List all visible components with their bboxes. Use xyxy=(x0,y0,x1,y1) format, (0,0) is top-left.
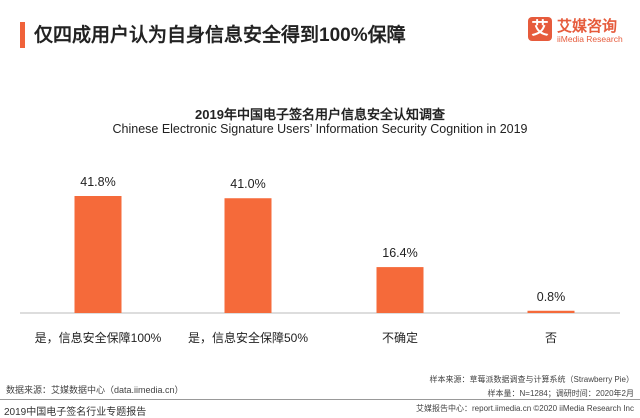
bar xyxy=(527,310,575,313)
chart-subtitle: Chinese Electronic Signature Users’ Info… xyxy=(112,122,528,136)
report-title: 2019中国电子签名行业专题报告 xyxy=(4,407,147,418)
copyright: 艾媒报告中心：report.iimedia.cn ©2020 iiMedia R… xyxy=(416,404,634,413)
bar xyxy=(376,267,424,313)
data-source: 数据来源：艾媒数据中心（data.iimedia.cn） xyxy=(6,385,184,395)
category-label: 否 xyxy=(545,331,557,345)
page-title: 仅四成用户认为自身信息安全得到100%保障 xyxy=(34,25,406,46)
chart-title: 2019年中国电子签名用户信息安全认知调查 xyxy=(195,107,445,122)
footer-divider xyxy=(0,399,640,400)
bar xyxy=(224,198,272,313)
logo-subtext: iiMedia Research xyxy=(557,34,623,44)
data-label: 16.4% xyxy=(382,246,417,260)
bar-chart: 41.8% 是，信息安全保障100% 41.0% 是，信息安全保障50% 16.4% 不确… xyxy=(20,175,620,345)
sample-source: 样本来源：草莓派数据调查与计算系统（Strawberry Pie） xyxy=(429,375,634,384)
bar xyxy=(74,196,122,313)
data-label: 41.0% xyxy=(230,177,265,191)
data-label: 41.8% xyxy=(80,175,115,189)
logo-icon: 艾 xyxy=(528,17,552,41)
category-label: 是，信息安全保障50% xyxy=(188,330,308,345)
logo-text: 艾媒咨询 xyxy=(557,18,618,35)
data-label: 0.8% xyxy=(537,290,566,304)
title-accent-bar xyxy=(20,22,25,48)
category-label: 是，信息安全保障100% xyxy=(35,330,162,345)
sample-size: 样本量：N=1284；调研时间：2020年2月 xyxy=(487,389,635,398)
category-label: 不确定 xyxy=(382,330,418,345)
